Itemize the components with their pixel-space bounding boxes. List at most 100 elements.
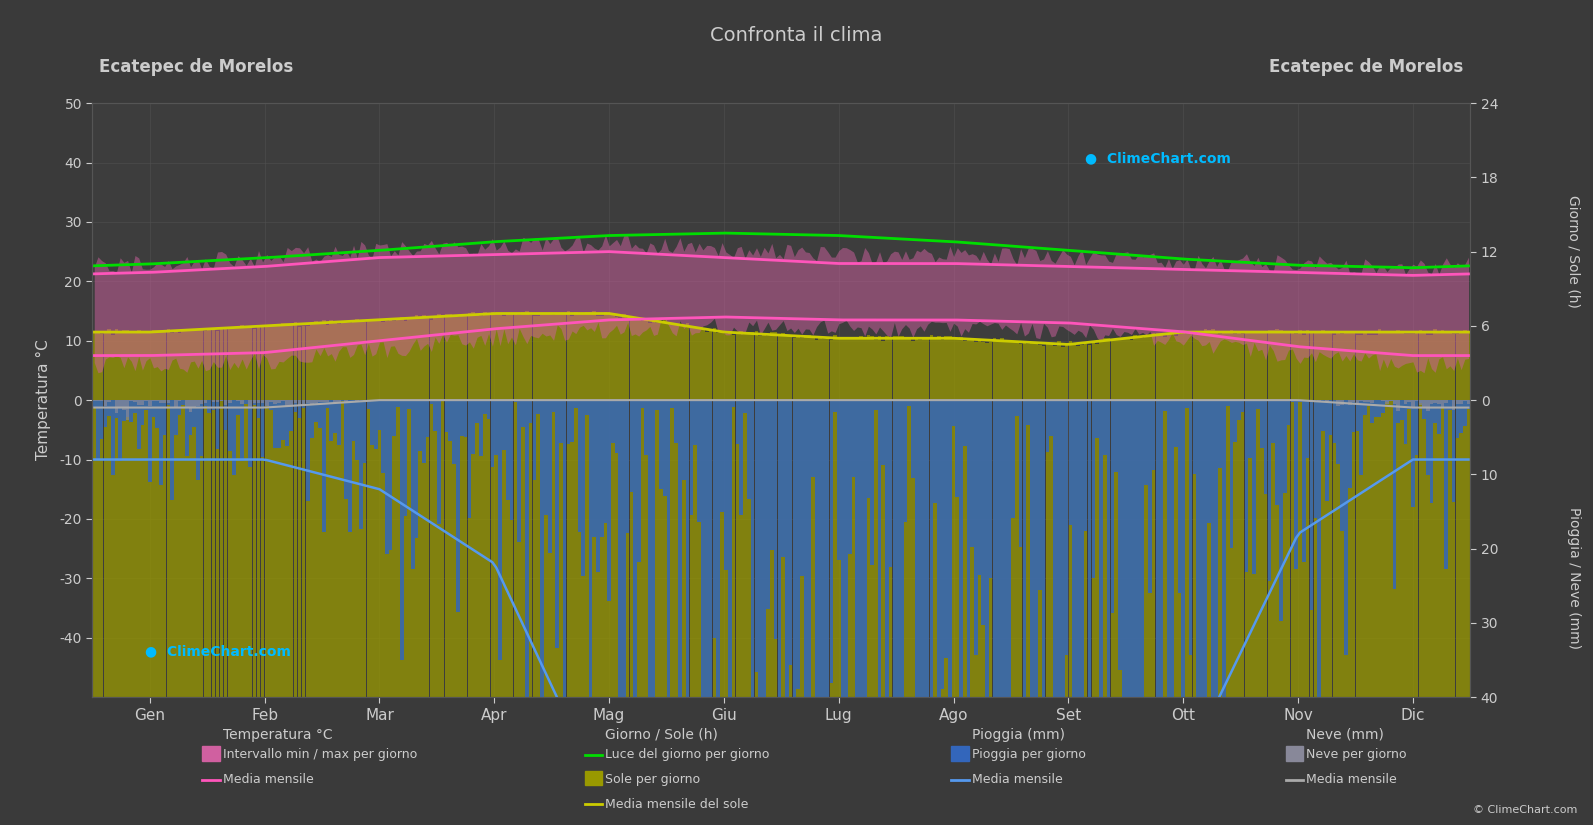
Bar <box>1400 400 1403 419</box>
Bar <box>1348 400 1351 488</box>
Bar <box>1386 333 1389 697</box>
Bar <box>167 400 170 403</box>
Bar <box>1110 400 1114 613</box>
Bar <box>1233 400 1236 441</box>
Bar <box>140 400 145 404</box>
Bar <box>1034 400 1037 825</box>
Bar <box>892 336 897 697</box>
Bar <box>1149 400 1152 593</box>
Bar <box>933 400 937 502</box>
Bar <box>285 400 288 407</box>
Bar <box>1007 342 1012 697</box>
Bar <box>1207 330 1211 697</box>
Bar <box>366 400 370 408</box>
Bar <box>1215 332 1219 697</box>
Bar <box>1407 400 1411 409</box>
Bar <box>1287 331 1290 697</box>
Bar <box>444 314 448 697</box>
Bar <box>282 323 285 697</box>
Bar <box>370 318 374 697</box>
Bar <box>996 341 1000 697</box>
Bar <box>556 314 559 697</box>
Bar <box>1440 400 1445 407</box>
Bar <box>167 329 170 697</box>
Bar <box>159 400 162 484</box>
Bar <box>1263 332 1268 697</box>
Text: Temperatura °C: Temperatura °C <box>223 728 333 742</box>
Bar <box>193 328 196 697</box>
Bar <box>981 342 984 697</box>
Bar <box>249 400 252 408</box>
Bar <box>1314 332 1317 697</box>
Bar <box>314 321 317 697</box>
Bar <box>1152 333 1155 697</box>
Bar <box>174 330 177 697</box>
Bar <box>548 400 551 553</box>
Bar <box>151 330 156 697</box>
Bar <box>570 316 573 697</box>
Bar <box>847 338 852 697</box>
Bar <box>1155 400 1160 825</box>
Text: Luce del giorno per giorno: Luce del giorno per giorno <box>605 748 769 761</box>
Bar <box>1061 400 1064 825</box>
Bar <box>148 400 151 482</box>
Bar <box>1437 400 1440 403</box>
Bar <box>479 400 483 456</box>
Y-axis label: Temperatura °C: Temperatura °C <box>37 340 51 460</box>
Bar <box>228 400 231 403</box>
Bar <box>249 327 252 697</box>
Bar <box>140 400 145 425</box>
Bar <box>1249 400 1252 458</box>
Bar <box>1415 400 1418 455</box>
Bar <box>766 337 769 697</box>
Bar <box>989 400 992 578</box>
Bar <box>612 400 615 443</box>
Bar <box>452 400 456 464</box>
Bar <box>170 400 174 500</box>
Bar <box>978 400 981 575</box>
Bar <box>1448 400 1451 409</box>
Bar <box>1317 331 1321 697</box>
Bar <box>452 318 456 697</box>
Bar <box>1271 330 1274 697</box>
Bar <box>693 327 698 697</box>
Bar <box>1053 346 1056 697</box>
Bar <box>1204 329 1207 697</box>
Bar <box>327 400 330 403</box>
Bar <box>1088 345 1091 697</box>
Bar <box>559 313 562 697</box>
Bar <box>570 400 573 442</box>
Bar <box>159 400 162 403</box>
Bar <box>1440 400 1445 408</box>
Bar <box>472 400 475 455</box>
Bar <box>1386 400 1389 403</box>
Text: Media mensile: Media mensile <box>972 773 1063 786</box>
Bar <box>392 321 397 697</box>
Bar <box>225 400 228 430</box>
Bar <box>430 400 433 404</box>
Bar <box>290 323 293 697</box>
Bar <box>1317 400 1321 402</box>
Bar <box>100 400 104 439</box>
Bar <box>1257 332 1260 697</box>
Bar <box>185 331 188 697</box>
Bar <box>327 400 330 408</box>
Text: Sole per giorno: Sole per giorno <box>605 773 701 786</box>
Bar <box>330 320 333 697</box>
Bar <box>941 400 945 689</box>
Bar <box>1429 400 1434 404</box>
Bar <box>698 400 701 522</box>
Bar <box>475 400 479 423</box>
Bar <box>333 400 336 433</box>
Bar <box>744 400 747 413</box>
Bar <box>355 319 358 697</box>
Bar <box>1364 400 1367 402</box>
Bar <box>836 400 841 560</box>
Bar <box>126 330 129 697</box>
Bar <box>919 400 922 825</box>
Bar <box>378 320 381 697</box>
Bar <box>1252 332 1255 697</box>
Bar <box>637 319 640 697</box>
Bar <box>1356 400 1359 404</box>
Bar <box>112 400 115 475</box>
